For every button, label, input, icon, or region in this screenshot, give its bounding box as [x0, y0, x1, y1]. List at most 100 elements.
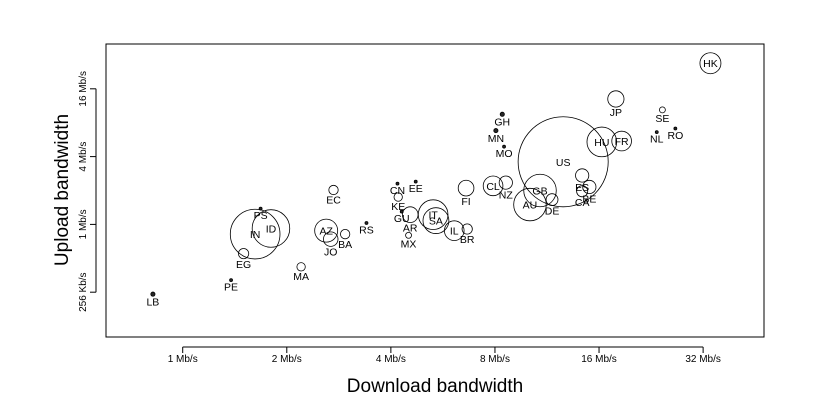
point-ca: [576, 185, 589, 198]
point-ps: [258, 206, 263, 211]
point-label-mo: MO: [496, 148, 513, 160]
point-label-ma: MA: [293, 271, 309, 283]
y-tick-label: 16 Mb/s: [78, 71, 89, 107]
point-label-gb: GB: [532, 186, 547, 198]
point-mn: [493, 128, 499, 134]
point-label-gu: GU: [394, 213, 410, 225]
point-es: [575, 168, 590, 183]
y-tick-label: 4 Mb/s: [78, 142, 89, 172]
point-ma: [296, 262, 306, 272]
point-de: [545, 193, 559, 206]
point-ee: [413, 179, 418, 184]
point-ar: [401, 206, 419, 223]
point-fi: [457, 179, 475, 197]
point-eg: [238, 248, 250, 260]
x-axis-title: Download bandwidth: [347, 376, 523, 397]
point-label-ke: KE: [391, 201, 405, 213]
plot-frame: [105, 43, 765, 338]
point-mo: [502, 144, 506, 149]
point-gh: [499, 111, 505, 117]
y-tick-label: 256 Kb/s: [78, 272, 89, 311]
point-cn: [395, 181, 400, 186]
point-in: [229, 208, 281, 260]
point-label-sa: SA: [429, 216, 443, 228]
point-nl: [654, 130, 659, 134]
point-label-hu: HU: [594, 137, 609, 149]
point-fr: [611, 130, 632, 152]
point-gb: [523, 173, 557, 208]
point-gu: [399, 209, 404, 214]
point-be: [582, 179, 597, 195]
point-se: [659, 106, 666, 114]
point-label-cn: CN: [390, 185, 405, 197]
point-label-nz: NZ: [499, 189, 514, 201]
point-label-rs: RS: [359, 224, 374, 236]
point-ec: [328, 184, 339, 196]
point-label-es: ES: [575, 182, 589, 194]
point-ro: [673, 126, 678, 131]
point-br: [461, 223, 473, 235]
point-rs: [364, 221, 369, 225]
point-label-pe: PE: [224, 282, 238, 294]
point-label-ba: BA: [338, 239, 352, 251]
point-label-az: AZ: [319, 226, 333, 238]
x-tick-label: 16 Mb/s: [581, 354, 617, 365]
x-tick-label: 32 Mb/s: [685, 354, 721, 365]
point-label-in: IN: [250, 229, 261, 241]
point-jp: [607, 90, 625, 108]
point-label-gh: GH: [494, 116, 510, 128]
point-label-jp: JP: [610, 107, 622, 119]
point-label-lb: LB: [146, 296, 159, 308]
point-az: [314, 218, 339, 243]
x-tick-label: 1 Mb/s: [168, 354, 198, 365]
point-mx: [405, 231, 412, 239]
point-au: [513, 187, 547, 222]
point-sa: [422, 207, 450, 234]
point-ba: [340, 229, 351, 240]
point-label-ca: CA: [575, 197, 590, 209]
y-tick-label: 1 Mb/s: [78, 209, 89, 239]
point-nz: [498, 175, 513, 190]
point-label-il: IL: [450, 226, 459, 238]
y-axis-title: Upload bandwidth: [52, 114, 73, 266]
x-tick-label: 8 Mb/s: [480, 354, 510, 365]
point-us: [517, 116, 609, 208]
point-label-ec: EC: [326, 195, 341, 207]
x-tick-label: 2 Mb/s: [272, 354, 302, 365]
point-label-ee: EE: [409, 183, 423, 195]
point-label-de: DE: [545, 206, 560, 218]
point-hu: [586, 126, 618, 158]
point-label-au: AU: [523, 200, 538, 212]
point-id: [251, 209, 291, 248]
point-label-us: US: [556, 157, 571, 169]
point-label-br: BR: [460, 234, 475, 246]
y-axis: 256 Kb/s 1 Mb/s 4 Mb/s 16 Mb/s: [78, 71, 97, 312]
point-label-se: SE: [655, 113, 669, 125]
point-label-id: ID: [266, 223, 277, 235]
point-label-hk: HK: [703, 58, 718, 70]
point-label-eg: EG: [236, 259, 251, 271]
point-label-ar: AR: [403, 223, 418, 235]
point-label-be: BE: [582, 194, 596, 206]
point-label-ps: PS: [254, 210, 268, 222]
point-label-mx: MX: [401, 238, 417, 250]
point-label-mn: MN: [488, 133, 504, 145]
point-lb: [150, 291, 156, 297]
point-pe: [229, 278, 233, 283]
x-axis: 1 Mb/s 2 Mb/s 4 Mb/s 8 Mb/s 16 Mb/s 32 Mb/s: [168, 346, 721, 365]
point-label-fi: FI: [461, 196, 470, 208]
point-label-ro: RO: [667, 130, 683, 142]
point-cl: [482, 175, 504, 197]
point-label-fr: FR: [615, 136, 629, 148]
x-tick-label: 4 Mb/s: [376, 354, 406, 365]
point-label-nl: NL: [650, 134, 664, 146]
point-jo: [323, 231, 339, 247]
point-label-cl: CL: [486, 181, 500, 193]
point-label-jo: JO: [324, 246, 337, 258]
point-il: [443, 220, 465, 241]
point-label-it: IT: [428, 210, 438, 222]
point-ke: [393, 192, 403, 202]
point-hk: [699, 52, 722, 75]
